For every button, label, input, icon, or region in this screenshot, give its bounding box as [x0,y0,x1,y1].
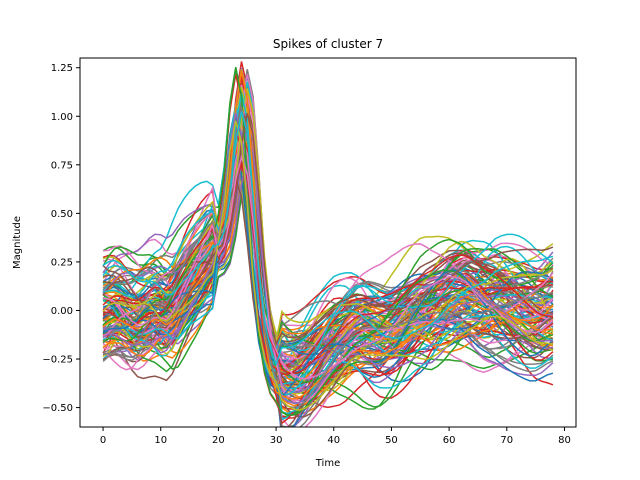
x-tick-label: 60 [443,435,456,446]
y-tick-label: 0.25 [51,257,73,268]
y-tick-label: 0.50 [51,209,73,220]
spike-series-line [102,112,553,405]
x-tick-label: 0 [100,435,106,446]
x-axis-label: Time [315,458,340,469]
spike-series-line [102,111,554,367]
spike-series-line [102,164,553,368]
y-tick-label: 0.00 [51,306,73,317]
y-tick-label: 0.75 [51,160,73,171]
spike-series-line [102,146,554,366]
spike-series-line [102,96,554,383]
x-tick-label: 30 [270,435,283,446]
x-tick-label: 20 [212,435,225,446]
x-tick-label: 50 [385,435,398,446]
plot-frame [79,57,577,428]
spike-series-line [102,108,554,409]
y-tick-label: 1.25 [51,63,73,74]
series-layer [102,61,554,427]
y-tick-label: 1.00 [51,112,73,123]
chart-title: Spikes of cluster 7 [273,37,383,51]
x-axis-ticks: 0 10 20 30 40 50 60 70 80 [100,427,571,446]
y-tick-label: −0.25 [42,355,73,366]
spike-series-line [102,160,554,375]
y-axis-ticks: −0.50 −0.25 0.00 0.25 0.50 0.75 1.00 1.25 [42,63,80,414]
x-tick-label: 70 [500,435,513,446]
spike-series-line [102,93,554,396]
spike-series-line [102,71,554,388]
spike-series-line [102,131,554,394]
y-tick-label: −0.50 [42,403,73,414]
x-tick-label: 40 [327,435,340,446]
y-axis-label: Magnitude [12,216,23,269]
x-tick-label: 10 [154,435,167,446]
spike-series-line [102,95,554,404]
spike-series-line [102,81,554,415]
spike-series-line [102,120,554,411]
spike-series-line [102,160,553,418]
x-tick-label: 80 [558,435,571,446]
